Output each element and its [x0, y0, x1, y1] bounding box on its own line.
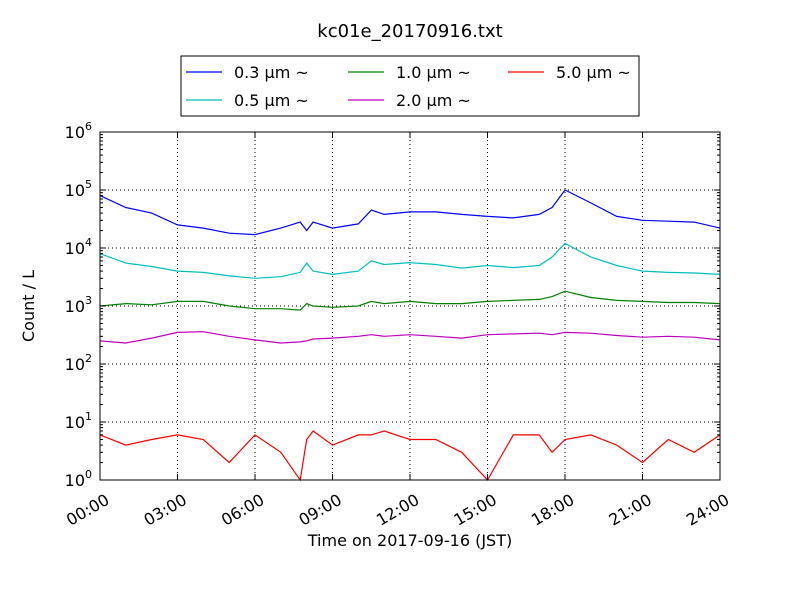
x-tick-label: 18:00 [528, 490, 577, 530]
ticks [99, 131, 721, 481]
y-tick-label: 100 [65, 468, 92, 490]
y-tick-label: 106 [65, 120, 92, 142]
legend-label: 5.0 μm ~ [556, 63, 631, 82]
x-tick-label: 00:00 [63, 490, 112, 530]
y-tick-labels: 100 101 102 103 104 105 106 [65, 120, 92, 490]
y-tick-label: 101 [65, 410, 92, 432]
series-line-1 [99, 242, 721, 279]
y-tick-label: 104 [65, 236, 92, 258]
legend-box [180, 55, 640, 117]
x-tick-label: 03:00 [140, 490, 189, 530]
legend-label: 2.0 μm ~ [396, 91, 471, 110]
x-tick-labels: 00:00 03:00 06:00 09:00 12:00 15:00 18:00 21:00… [63, 490, 732, 530]
x-tick-label: 12:00 [373, 490, 422, 530]
legend-label: 1.0 μm ~ [396, 63, 471, 82]
x-tick-label: 21:00 [605, 490, 654, 530]
legend-label: 0.3 μm ~ [234, 63, 309, 82]
y-tick-label: 105 [65, 178, 92, 200]
grid [100, 132, 720, 480]
series-line-4 [99, 430, 721, 482]
y-tick-label: 102 [65, 352, 92, 374]
legend-label: 0.5 μm ~ [234, 91, 309, 110]
y-axis-label: Count / L [19, 270, 38, 342]
series-line-3 [99, 331, 721, 344]
y-tick-label: 103 [65, 294, 92, 316]
series-group [99, 189, 721, 482]
x-tick-label: 06:00 [218, 490, 267, 530]
x-tick-label: 09:00 [295, 490, 344, 530]
x-tick-label: 24:00 [683, 490, 732, 530]
x-axis-label: Time on 2017-09-16 (JST) [307, 531, 512, 550]
series-line-0 [99, 189, 721, 236]
chart-title: kc01e_20170916.txt [317, 21, 502, 42]
x-tick-label: 15:00 [450, 490, 499, 530]
legend: 0.3 μm ~ 0.5 μm ~ 1.0 μm ~ 2.0 μm ~ 5.0 μm ~ [180, 55, 640, 117]
series-line-2 [99, 290, 721, 311]
